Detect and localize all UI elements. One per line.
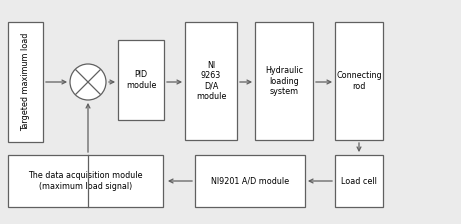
FancyBboxPatch shape: [335, 155, 383, 207]
Text: NI
9263
D/A
module: NI 9263 D/A module: [196, 61, 226, 101]
FancyBboxPatch shape: [195, 155, 305, 207]
Text: PID
module: PID module: [126, 70, 156, 90]
Text: The data acquisition module
(maximum load signal): The data acquisition module (maximum loa…: [28, 171, 143, 191]
Ellipse shape: [70, 64, 106, 100]
FancyBboxPatch shape: [185, 22, 237, 140]
Text: NI9201 A/D module: NI9201 A/D module: [211, 177, 289, 185]
FancyBboxPatch shape: [118, 40, 164, 120]
Text: Hydraulic
loading
system: Hydraulic loading system: [265, 66, 303, 96]
FancyBboxPatch shape: [8, 22, 43, 142]
FancyBboxPatch shape: [8, 155, 163, 207]
Text: Connecting
rod: Connecting rod: [336, 71, 382, 91]
Text: Load cell: Load cell: [341, 177, 377, 185]
Text: Targeted maximum load: Targeted maximum load: [21, 33, 30, 131]
FancyBboxPatch shape: [255, 22, 313, 140]
FancyBboxPatch shape: [335, 22, 383, 140]
